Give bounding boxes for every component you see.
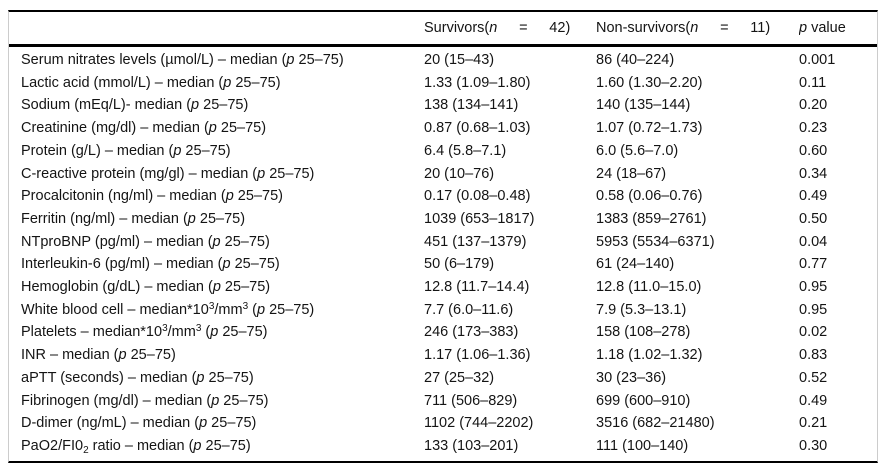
cell-survivors: 711 (506–829) — [424, 392, 518, 409]
table-row: NTproBNP (pg/ml) – median (p 25–75) 451 … — [9, 231, 877, 254]
cell-p-value: 0.60 — [799, 142, 828, 159]
cell-p-value: 0.83 — [799, 347, 828, 364]
cell-non-survivors: 1.07 (0.72–1.73) — [596, 120, 703, 137]
lab-results-table-frame: Survivors(n = 42) Non-survivors(n = 11) … — [8, 10, 878, 463]
cell-p-value: 0.20 — [799, 97, 828, 114]
cell-p-value: 0.23 — [799, 120, 828, 137]
cell-survivors: 246 (173–383) — [424, 324, 519, 341]
cell-survivors: 1.17 (1.06–1.36) — [424, 347, 531, 364]
cell-p-value: 0.95 — [799, 301, 828, 318]
cell-survivors: 0.17 (0.08–0.48) — [424, 188, 531, 205]
cell-parameter: Creatinine (mg/dl) – median (p 25–75) — [21, 120, 267, 137]
table-row: INR – median (p 25–75) 1.17 (1.06–1.36) … — [9, 344, 877, 367]
cell-parameter: Lactic acid (mmol/L) – median (p 25–75) — [21, 74, 281, 91]
cell-non-survivors: 6.0 (5.6–7.0) — [596, 142, 679, 159]
cell-parameter: Sodium (mEq/L)- median (p 25–75) — [21, 97, 249, 114]
cell-non-survivors: 3516 (682–21480) — [596, 415, 715, 432]
table-row: Procalcitonin (ng/ml) – median (p 25–75)… — [9, 185, 877, 208]
table-row: Lactic acid (mmol/L) – median (p 25–75) … — [9, 72, 877, 95]
cell-p-value: 0.50 — [799, 210, 828, 227]
cell-parameter: INR – median (p 25–75) — [21, 347, 176, 364]
cell-survivors: 27 (25–32) — [424, 369, 495, 386]
cell-parameter: Protein (g/L) – median (p 25–75) — [21, 142, 231, 159]
cell-parameter: Ferritin (ng/ml) – median (p 25–75) — [21, 210, 246, 227]
cell-p-value: 0.52 — [799, 369, 828, 386]
cell-p-value: 0.95 — [799, 279, 828, 296]
cell-non-survivors: 5953 (5534–6371) — [596, 233, 715, 250]
cell-non-survivors: 111 (100–140) — [596, 437, 689, 454]
cell-parameter: Serum nitrates levels (µmol/L) – median … — [21, 52, 344, 68]
cell-non-survivors: 86 (40–224) — [596, 52, 675, 68]
table-row: Interleukin-6 (pg/ml) – median (p 25–75)… — [9, 253, 877, 276]
cell-survivors: 1.33 (1.09–1.80) — [424, 74, 531, 91]
cell-survivors: 451 (137–1379) — [424, 233, 527, 250]
table-row: D-dimer (ng/mL) – median (p 25–75) 1102 … — [9, 412, 877, 435]
cell-parameter: Platelets – median*103/mm3 (p 25–75) — [21, 323, 268, 341]
cell-survivors: 138 (134–141) — [424, 97, 519, 114]
cell-non-survivors: 30 (23–36) — [596, 369, 667, 386]
cell-survivors: 1102 (744–2202) — [424, 415, 534, 432]
cell-survivors: 1039 (653–1817) — [424, 210, 535, 227]
col-header-non-survivors: Non-survivors(n = 11) — [596, 12, 799, 47]
cell-p-value: 0.11 — [799, 74, 827, 91]
table-row: PaO2/FI02 ratio – median (p 25–75) 133 (… — [9, 435, 877, 461]
cell-parameter: Procalcitonin (ng/ml) – median (p 25–75) — [21, 188, 283, 205]
cell-p-value: 0.04 — [799, 233, 828, 250]
cell-parameter: Fibrinogen (mg/dl) – median (p 25–75) — [21, 392, 269, 409]
cell-non-survivors: 699 (600–910) — [596, 392, 691, 409]
cell-survivors: 50 (6–179) — [424, 256, 495, 273]
cell-parameter: aPTT (seconds) – median (p 25–75) — [21, 369, 254, 386]
cell-non-survivors: 1.60 (1.30–2.20) — [596, 74, 703, 91]
table-row: Serum nitrates levels (µmol/L) – median … — [9, 46, 877, 72]
cell-p-value: 0.34 — [799, 165, 828, 182]
table-row: C-reactive protein (mg/gl) – median (p 2… — [9, 163, 877, 186]
cell-p-value: 0.30 — [799, 437, 828, 454]
header-row: Survivors(n = 42) Non-survivors(n = 11) … — [9, 12, 877, 47]
col-header-parameter — [9, 12, 424, 47]
cell-p-value: 0.49 — [799, 392, 828, 409]
cell-non-survivors: 140 (135–144) — [596, 97, 691, 114]
table-body: Serum nitrates levels (µmol/L) – median … — [9, 46, 877, 461]
cell-survivors: 0.87 (0.68–1.03) — [424, 120, 531, 137]
cell-non-survivors: 0.58 (0.06–0.76) — [596, 188, 703, 205]
table-row: Hemoglobin (g/dL) – median (p 25–75) 12.… — [9, 276, 877, 299]
cell-parameter: Interleukin-6 (pg/ml) – median (p 25–75) — [21, 256, 280, 273]
table-row: Creatinine (mg/dl) – median (p 25–75) 0.… — [9, 117, 877, 140]
cell-parameter: D-dimer (ng/mL) – median (p 25–75) — [21, 415, 257, 432]
cell-survivors: 6.4 (5.8–7.1) — [424, 142, 507, 159]
cell-parameter: Hemoglobin (g/dL) – median (p 25–75) — [21, 279, 271, 296]
cell-survivors: 7.7 (6.0–11.6) — [424, 301, 514, 318]
cell-non-survivors: 61 (24–140) — [596, 256, 675, 273]
col-header-survivors: Survivors(n = 42) — [424, 12, 596, 47]
table-row: Sodium (mEq/L)- median (p 25–75) 138 (13… — [9, 94, 877, 117]
cell-survivors: 133 (103–201) — [424, 437, 519, 454]
cell-parameter: White blood cell – median*103/mm3 (p 25–… — [21, 300, 315, 318]
table-row: Ferritin (ng/ml) – median (p 25–75) 1039… — [9, 208, 877, 231]
cell-non-survivors: 158 (108–278) — [596, 324, 691, 341]
cell-survivors: 12.8 (11.7–14.4) — [424, 279, 530, 296]
table-row: Platelets – median*103/mm3 (p 25–75) 246… — [9, 321, 877, 344]
cell-non-survivors: 1.18 (1.02–1.32) — [596, 347, 703, 364]
col-header-p-value: p value — [799, 12, 877, 47]
cell-parameter: PaO2/FI02 ratio – median (p 25–75) — [21, 437, 251, 456]
cell-p-value: 0.77 — [799, 256, 828, 273]
cell-parameter: NTproBNP (pg/ml) – median (p 25–75) — [21, 233, 270, 250]
cell-p-value: 0.001 — [799, 52, 836, 68]
cell-parameter: C-reactive protein (mg/gl) – median (p 2… — [21, 165, 315, 182]
lab-results-table: Survivors(n = 42) Non-survivors(n = 11) … — [9, 12, 877, 461]
cell-non-survivors: 7.9 (5.3–13.1) — [596, 301, 687, 318]
cell-p-value: 0.49 — [799, 188, 828, 205]
cell-survivors: 20 (10–76) — [424, 165, 495, 182]
cell-non-survivors: 12.8 (11.0–15.0) — [596, 279, 702, 296]
table-row: White blood cell – median*103/mm3 (p 25–… — [9, 299, 877, 322]
cell-survivors: 20 (15–43) — [424, 52, 495, 68]
cell-non-survivors: 1383 (859–2761) — [596, 210, 707, 227]
cell-p-value: 0.02 — [799, 324, 828, 341]
table-row: Fibrinogen (mg/dl) – median (p 25–75) 71… — [9, 390, 877, 413]
table-row: aPTT (seconds) – median (p 25–75) 27 (25… — [9, 367, 877, 390]
cell-non-survivors: 24 (18–67) — [596, 165, 667, 182]
table-row: Protein (g/L) – median (p 25–75) 6.4 (5.… — [9, 140, 877, 163]
cell-p-value: 0.21 — [799, 415, 828, 432]
